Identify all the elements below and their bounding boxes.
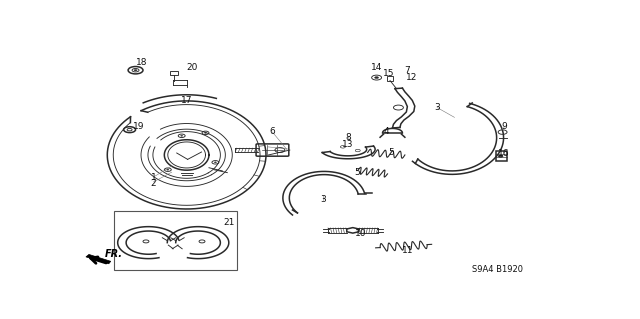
Text: 20: 20 bbox=[186, 63, 197, 72]
Text: 3: 3 bbox=[320, 195, 326, 204]
Circle shape bbox=[205, 132, 207, 133]
Text: 5: 5 bbox=[388, 148, 394, 157]
Text: 13: 13 bbox=[342, 140, 353, 149]
Text: 9: 9 bbox=[501, 122, 507, 131]
Text: 15: 15 bbox=[383, 70, 394, 78]
Bar bbox=[170, 71, 178, 75]
Text: 11: 11 bbox=[402, 246, 413, 255]
Circle shape bbox=[134, 70, 137, 71]
Text: 21: 21 bbox=[223, 218, 234, 227]
Circle shape bbox=[374, 77, 379, 78]
Text: 7: 7 bbox=[404, 66, 410, 75]
Text: 5: 5 bbox=[354, 168, 360, 177]
Text: 18: 18 bbox=[136, 58, 148, 67]
Text: 1: 1 bbox=[150, 173, 156, 182]
Text: 16: 16 bbox=[499, 149, 510, 158]
FancyBboxPatch shape bbox=[256, 144, 289, 156]
Text: S9A4 B1920: S9A4 B1920 bbox=[472, 265, 523, 274]
Polygon shape bbox=[86, 255, 111, 264]
Bar bbox=[495, 151, 507, 161]
Text: 4: 4 bbox=[383, 127, 389, 136]
Text: 3: 3 bbox=[435, 102, 440, 112]
Circle shape bbox=[167, 169, 169, 170]
Bar bbox=[114, 211, 237, 271]
Text: 19: 19 bbox=[132, 122, 144, 131]
Text: 10: 10 bbox=[355, 229, 366, 238]
Text: 14: 14 bbox=[371, 63, 382, 72]
Circle shape bbox=[214, 162, 216, 163]
Bar bbox=[387, 76, 393, 80]
Text: 2: 2 bbox=[150, 179, 156, 188]
Text: 8: 8 bbox=[345, 133, 351, 142]
Circle shape bbox=[180, 135, 182, 136]
Text: 12: 12 bbox=[406, 73, 417, 82]
Text: FR.: FR. bbox=[105, 249, 123, 259]
Circle shape bbox=[498, 155, 503, 157]
Text: 6: 6 bbox=[269, 127, 275, 136]
Text: 17: 17 bbox=[181, 96, 193, 105]
